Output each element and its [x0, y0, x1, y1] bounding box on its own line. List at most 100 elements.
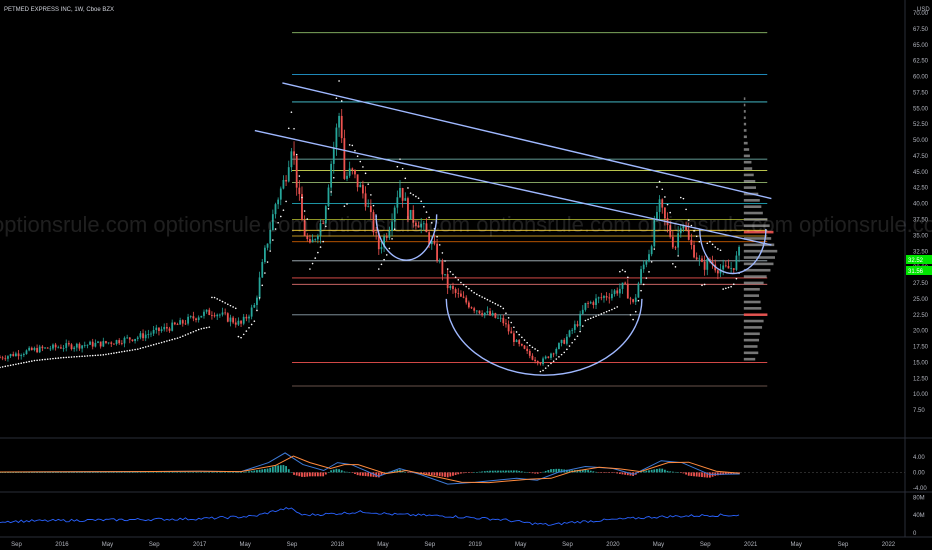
candle-body	[369, 205, 372, 213]
macd-histogram-bar	[568, 470, 571, 473]
sar-dot	[330, 191, 332, 193]
sar-dot	[166, 340, 168, 342]
sar-dot	[483, 297, 486, 300]
sar-dot	[298, 175, 301, 177]
macd-histogram-bar	[22, 472, 25, 473]
sar-dot	[319, 246, 322, 248]
price-tick-label: 10.00	[913, 392, 929, 398]
macd-tick-label: 4.00	[913, 455, 925, 461]
sar-dot	[107, 353, 110, 355]
candle-body	[481, 313, 484, 316]
macd-histogram-bar	[258, 469, 261, 473]
macd-histogram-bar	[309, 472, 311, 477]
candle-body	[253, 305, 256, 308]
sar-dot	[340, 100, 343, 102]
macd-histogram-bar	[242, 472, 245, 473]
macd-histogram-bar	[173, 472, 176, 473]
sar-dot	[348, 144, 351, 146]
macd-histogram-bar	[105, 472, 107, 473]
macd-histogram-bar	[301, 472, 303, 477]
macd-histogram-bar	[327, 472, 330, 473]
macd-histogram-bar	[36, 472, 38, 473]
price-tick-label: 32.50	[913, 249, 929, 255]
macd-histogram-bar	[94, 472, 97, 473]
macd-histogram-bar	[677, 472, 680, 473]
candle-body	[83, 345, 86, 346]
volume-profile-bar	[743, 300, 761, 304]
sar-dot	[290, 111, 293, 113]
candle-body	[550, 353, 552, 358]
candle-body	[115, 340, 118, 344]
price-tick-label: 17.50	[913, 345, 929, 351]
candle-body	[263, 247, 266, 262]
candle-body	[510, 331, 513, 334]
sar-dot	[526, 341, 528, 344]
macd-histogram-bar	[520, 471, 523, 473]
last-price-text: 32.52	[908, 258, 924, 264]
macd-histogram-bar	[142, 472, 144, 473]
macd-histogram-bar	[409, 472, 412, 473]
macd-histogram-bar	[54, 472, 57, 473]
sar-dot	[518, 333, 521, 336]
sar-dot	[123, 350, 126, 353]
macd-histogram-bar	[597, 472, 600, 473]
macd-histogram-bar	[237, 472, 240, 473]
macd-histogram-bar	[184, 472, 187, 473]
candle-body	[213, 315, 216, 317]
candle-body	[123, 337, 126, 344]
candle-body	[637, 283, 640, 298]
candle-body	[420, 223, 423, 228]
macd-histogram-bar	[534, 472, 536, 474]
macd-histogram-bar	[189, 472, 192, 473]
macd-histogram-bar	[332, 469, 335, 473]
sar-dot	[46, 358, 49, 360]
candle-body	[372, 212, 375, 233]
macd-histogram-bar	[605, 472, 608, 473]
sar-dot	[465, 285, 468, 288]
macd-histogram-bar	[176, 472, 179, 473]
candle-body	[46, 347, 49, 349]
sar-dot	[587, 318, 589, 321]
candle-body	[385, 236, 388, 238]
sar-dot	[269, 250, 271, 252]
macd-histogram-bar	[552, 469, 555, 473]
macd-histogram-bar	[30, 472, 33, 473]
candle-body	[507, 324, 510, 332]
macd-histogram-bar	[316, 472, 319, 477]
price-tick-label: 62.50	[913, 59, 929, 65]
candle-body	[240, 320, 242, 324]
candle-body	[224, 312, 227, 314]
candle-body	[552, 353, 555, 355]
candle-body	[136, 337, 139, 339]
sar-dot	[396, 165, 399, 168]
sar-dot	[642, 283, 645, 286]
sar-dot	[335, 97, 338, 100]
last-price-badge	[906, 255, 932, 264]
time-tick-label: Sep	[838, 542, 849, 548]
macd-histogram-bar	[703, 472, 706, 478]
price-tick-label: 27.50	[913, 281, 929, 287]
sar-dot	[277, 221, 279, 224]
sar-dot	[309, 268, 311, 270]
sar-dot	[152, 343, 155, 346]
macd-histogram-bar	[65, 472, 68, 473]
time-tick-label: May	[240, 542, 251, 548]
candle-body	[671, 236, 674, 248]
macd-histogram-bar	[542, 471, 544, 473]
sar-dot	[473, 291, 475, 294]
sar-dot	[441, 252, 444, 254]
sar-dot	[404, 177, 407, 180]
macd-histogram-bar	[695, 472, 698, 477]
candle-body	[687, 229, 690, 240]
macd-histogram-bar	[330, 470, 333, 473]
candle-body	[393, 207, 396, 222]
candle-body	[306, 235, 309, 240]
candle-body	[359, 184, 362, 188]
macd-histogram-bar	[491, 470, 494, 473]
sar-dot	[73, 356, 75, 358]
candle-body	[293, 151, 295, 156]
sar-dot	[693, 230, 695, 232]
sar-dot	[539, 370, 542, 373]
macd-histogram-bar	[584, 469, 587, 473]
